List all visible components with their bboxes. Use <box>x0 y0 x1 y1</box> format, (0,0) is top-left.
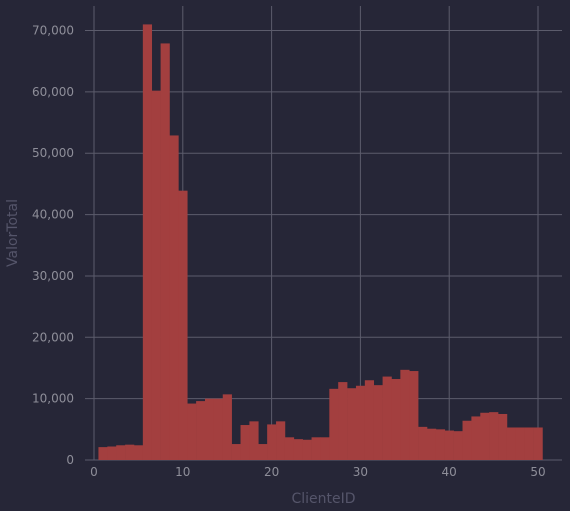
bar <box>284 437 295 460</box>
x-tick-label: 20 <box>264 465 279 479</box>
bar <box>329 388 339 460</box>
bar <box>213 398 224 460</box>
x-tick-label: 10 <box>175 465 190 479</box>
x-tick-label: 30 <box>353 465 368 479</box>
bar <box>151 90 161 461</box>
bar <box>116 445 126 460</box>
x-tick-label: 0 <box>90 465 98 479</box>
y-tick-label: 40,000 <box>32 208 74 222</box>
bar <box>133 445 144 460</box>
bar <box>338 382 348 460</box>
y-tick-label: 10,000 <box>32 392 74 406</box>
y-tick-label: 70,000 <box>32 24 74 38</box>
bar <box>498 413 508 460</box>
bar <box>249 421 259 460</box>
bar <box>444 430 454 460</box>
bar <box>409 371 419 460</box>
bar <box>347 388 357 460</box>
bar <box>276 421 286 460</box>
y-axis-ticks: 0 10,000 20,000 30,000 40,000 50,000 60,000 70,… <box>32 24 74 467</box>
bar <box>178 190 188 460</box>
y-tick-label: 0 <box>66 453 74 467</box>
y-tick-label: 20,000 <box>32 330 74 344</box>
bar <box>205 398 215 460</box>
bar <box>373 385 383 460</box>
bar <box>125 444 135 460</box>
bar <box>480 412 490 460</box>
bar <box>160 43 170 461</box>
bar <box>311 437 321 460</box>
bar <box>471 416 481 460</box>
bar <box>391 379 401 460</box>
bar <box>524 427 534 460</box>
bar <box>355 385 366 460</box>
bar <box>231 444 241 460</box>
bar <box>435 429 446 460</box>
y-axis-title: ValorTotal <box>5 199 21 267</box>
y-tick-label: 30,000 <box>32 269 74 283</box>
bar <box>107 446 117 460</box>
bar <box>489 412 499 460</box>
x-tick-label: 50 <box>530 465 545 479</box>
bars <box>98 24 543 461</box>
bar <box>427 428 437 460</box>
bar <box>222 394 232 460</box>
bar <box>364 380 375 460</box>
bar <box>533 427 543 460</box>
bar <box>267 424 277 460</box>
bar <box>418 426 428 460</box>
bar <box>169 135 179 460</box>
bar <box>302 439 312 460</box>
bar <box>187 403 197 460</box>
bar <box>400 369 410 460</box>
bar <box>293 439 303 460</box>
bar <box>240 425 250 460</box>
bar <box>462 420 472 460</box>
bar <box>453 431 463 460</box>
y-tick-label: 50,000 <box>32 146 74 160</box>
bar <box>382 376 392 460</box>
x-axis-ticks: 0 10 20 30 40 50 <box>90 465 545 479</box>
bar <box>320 437 330 460</box>
x-tick-label: 40 <box>442 465 457 479</box>
bar <box>258 444 268 460</box>
y-tick-label: 60,000 <box>32 85 74 99</box>
bar <box>506 427 517 460</box>
x-axis-title: ClienteID <box>291 491 355 507</box>
bar <box>98 447 108 460</box>
bar <box>142 24 153 461</box>
bar <box>196 401 206 460</box>
bar <box>515 427 525 460</box>
